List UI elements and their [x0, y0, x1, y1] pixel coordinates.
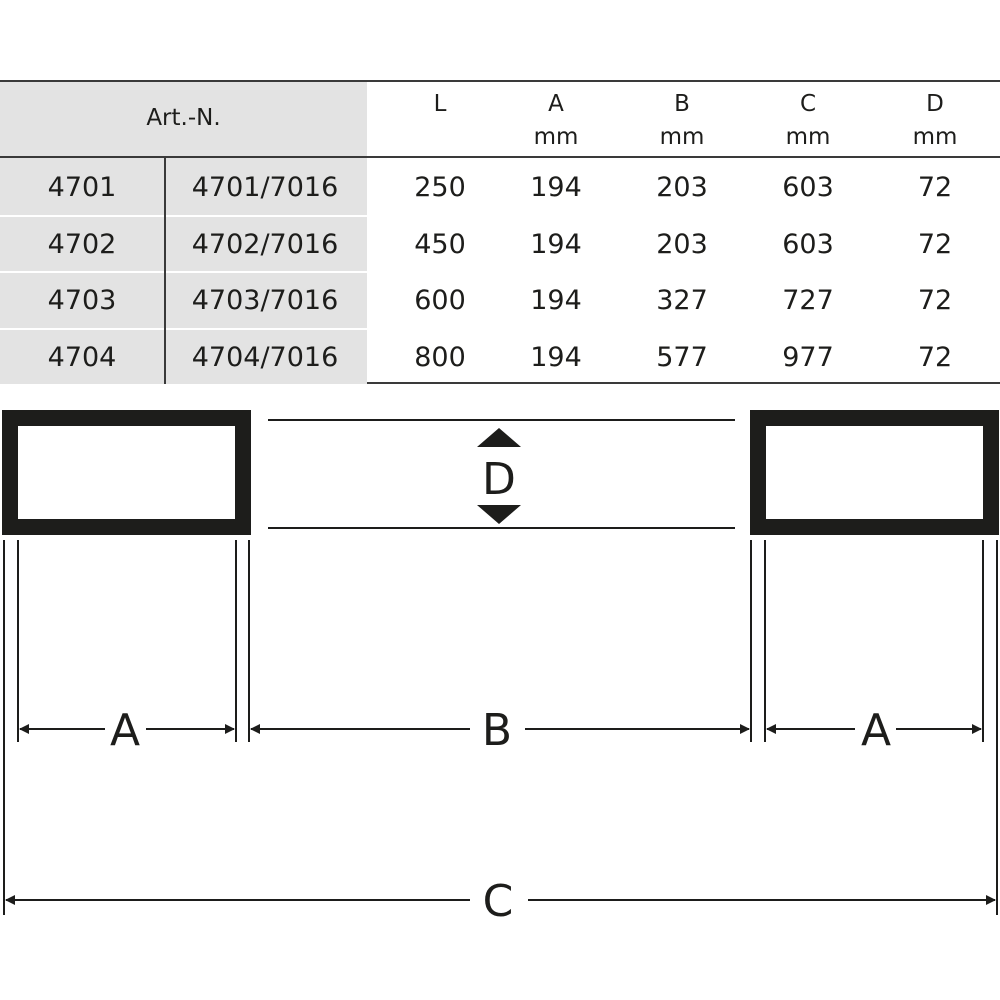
row-shade [0, 216, 367, 271]
table-cell: 577 [656, 341, 708, 373]
header-unit: mm [785, 124, 831, 150]
table-cell: 4702/7016 [191, 228, 339, 260]
header-unit: mm [659, 124, 705, 150]
table-cell: 72 [917, 172, 953, 203]
header-unit: mm [533, 124, 579, 150]
label-a-left: A [110, 705, 140, 756]
table-cell: 72 [917, 341, 953, 373]
header-d: D [926, 91, 944, 117]
table-cell: 977 [782, 341, 834, 373]
table-cell: 194 [530, 172, 582, 203]
right-profile [750, 410, 999, 535]
table-cell: 194 [530, 285, 582, 316]
table-cell: 194 [530, 228, 582, 260]
table-cell: 327 [656, 285, 708, 316]
table-cell: 450 [414, 228, 466, 260]
table-cell: 800 [414, 341, 466, 373]
extension-lines [3, 419, 998, 915]
row-shade [0, 273, 367, 328]
header-unit: mm [912, 124, 958, 150]
table-cell: 4701/7016 [191, 172, 339, 203]
table-cell: 4703 [47, 285, 117, 316]
table-cell: 603 [782, 172, 834, 203]
row-shade [0, 158, 367, 215]
header-c: C [799, 91, 817, 117]
table-cell: 600 [414, 285, 466, 316]
arrow-down-icon [477, 505, 521, 524]
table-cell: 250 [414, 172, 466, 203]
table-cell: 203 [656, 172, 708, 203]
table-cell: 603 [782, 228, 834, 260]
label-b: B [482, 705, 512, 756]
table-cell: 203 [656, 228, 708, 260]
table-cell: 4703/7016 [191, 285, 339, 316]
arrow-up-icon [477, 428, 521, 447]
table-cell: 727 [782, 285, 834, 316]
header-l: L [433, 91, 447, 117]
row-shade [0, 329, 367, 384]
column-divider [164, 158, 166, 384]
header-a: A [548, 91, 564, 117]
table-cell: 4701 [47, 172, 117, 203]
header-b: B [674, 91, 690, 117]
header-shade [0, 82, 367, 158]
table-cell: 72 [917, 285, 953, 316]
left-profile [2, 410, 251, 535]
table-cell: 194 [530, 341, 582, 373]
label-d: D [482, 454, 516, 505]
label-c: C [483, 876, 514, 927]
header-art-no: Art.-N. [146, 105, 221, 131]
table-cell: 72 [917, 228, 953, 260]
table-cell: 4702 [47, 228, 117, 260]
label-a-right: A [861, 705, 891, 756]
table-cell: 4704 [47, 341, 117, 373]
table-cell: 4704/7016 [191, 341, 339, 373]
dimension-arrows [5, 724, 996, 905]
